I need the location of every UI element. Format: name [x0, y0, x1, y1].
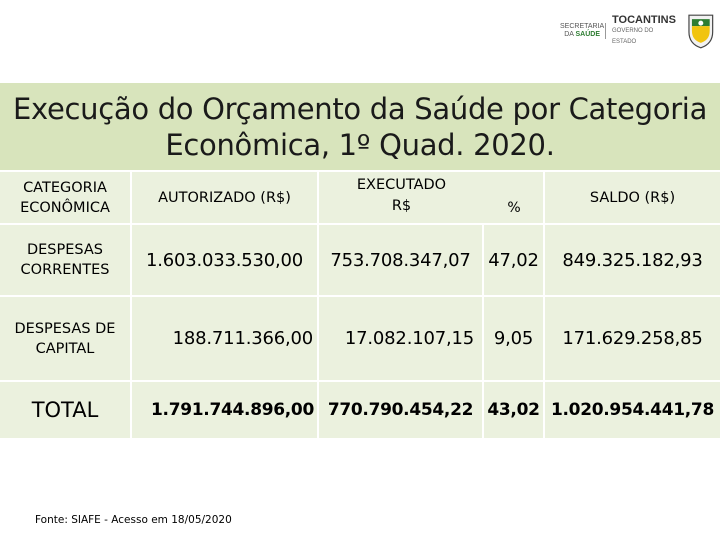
logo-text-tocantins: TOCANTINS	[612, 13, 676, 26]
table-cell: DESPESAS DE CAPITAL	[14, 320, 116, 357]
row-capital-executado: 17.082.107,15	[319, 297, 482, 380]
row-total-autorizado: 1.791.744.896,00	[132, 382, 317, 438]
table-cell: DESPESAS CORRENTES	[20, 242, 110, 278]
row-capital-categoria: DESPESAS DE CAPITAL	[0, 297, 130, 380]
tocantins-logo: TOCANTINS GOVERNO DO ESTADO	[612, 13, 678, 48]
row-correntes-saldo: 849.325.182,93	[545, 225, 720, 295]
row-total-percent: 43,02	[484, 382, 543, 438]
table-cell: 849.325.182,93	[562, 249, 703, 271]
row-capital-autorizado: 188.711.366,00	[132, 297, 317, 380]
header-saldo: SALDO (R$)	[545, 172, 720, 223]
header-executado-label: EXECUTADO	[356, 177, 447, 193]
row-correntes-percent: 47,02	[484, 225, 543, 295]
logo-text-secretaria: SECRETARIA	[560, 23, 605, 30]
table-cell: 753.708.347,07	[330, 249, 471, 271]
table-cell: 43,02	[487, 400, 540, 420]
row-capital-saldo: 171.629.258,85	[545, 297, 720, 380]
table-cell: 17.082.107,15	[344, 328, 474, 349]
row-capital-percent: 9,05	[484, 297, 543, 380]
secretaria-saude-logo: SECRETARIA DA SAÚDE	[560, 23, 606, 39]
header-percent-label: %	[507, 200, 521, 216]
header-categoria: CATEGORIA ECONÔMICA	[0, 172, 130, 223]
header-saldo-label: SALDO (R$)	[589, 189, 676, 206]
logo-text-da: DA	[564, 31, 574, 38]
row-correntes-autorizado: 1.603.033.530,00	[132, 225, 317, 295]
page-title: Execução do Orçamento da Saúde por Categ…	[12, 91, 708, 162]
row-total-executado: 770.790.454,22	[319, 382, 482, 438]
table-cell: 1.020.954.441,78	[551, 400, 714, 420]
logo-area: SECRETARIA DA SAÚDE TOCANTINS GOVERNO DO…	[560, 8, 716, 54]
header-executado-rs-label: R$	[391, 198, 412, 214]
row-total-saldo: 1.020.954.441,78	[545, 382, 720, 438]
header-executado: EXECUTADO R$ %	[319, 172, 543, 223]
table-cell: 770.790.454,22	[327, 400, 474, 420]
table-cell: 188.711.366,00	[172, 328, 314, 349]
logo-text-saude: SAÚDE	[575, 31, 600, 38]
table-cell: 47,02	[488, 249, 539, 271]
row-correntes-categoria: DESPESAS CORRENTES	[0, 225, 130, 295]
row-correntes-executado: 753.708.347,07	[319, 225, 482, 295]
table-cell: 9,05	[493, 328, 534, 349]
row-total-categoria: TOTAL	[0, 382, 130, 438]
table-cell: 1.791.744.896,00	[151, 400, 314, 420]
header-autorizado: AUTORIZADO (R$)	[132, 172, 317, 223]
header-categoria-label: CATEGORIA ECONÔMICA	[20, 179, 110, 216]
table-cell: 1.603.033.530,00	[145, 249, 304, 271]
state-seal-icon	[688, 14, 714, 49]
table-cell: 171.629.258,85	[562, 328, 703, 349]
title-band: Execução do Orçamento da Saúde por Categ…	[0, 83, 720, 170]
table-cell: TOTAL	[31, 398, 99, 422]
header-autorizado-label: AUTORIZADO (R$)	[158, 189, 291, 206]
logo-text-governo: GOVERNO DO ESTADO	[612, 27, 654, 45]
source-note: Fonte: SIAFE - Acesso em 18/05/2020	[35, 514, 232, 526]
